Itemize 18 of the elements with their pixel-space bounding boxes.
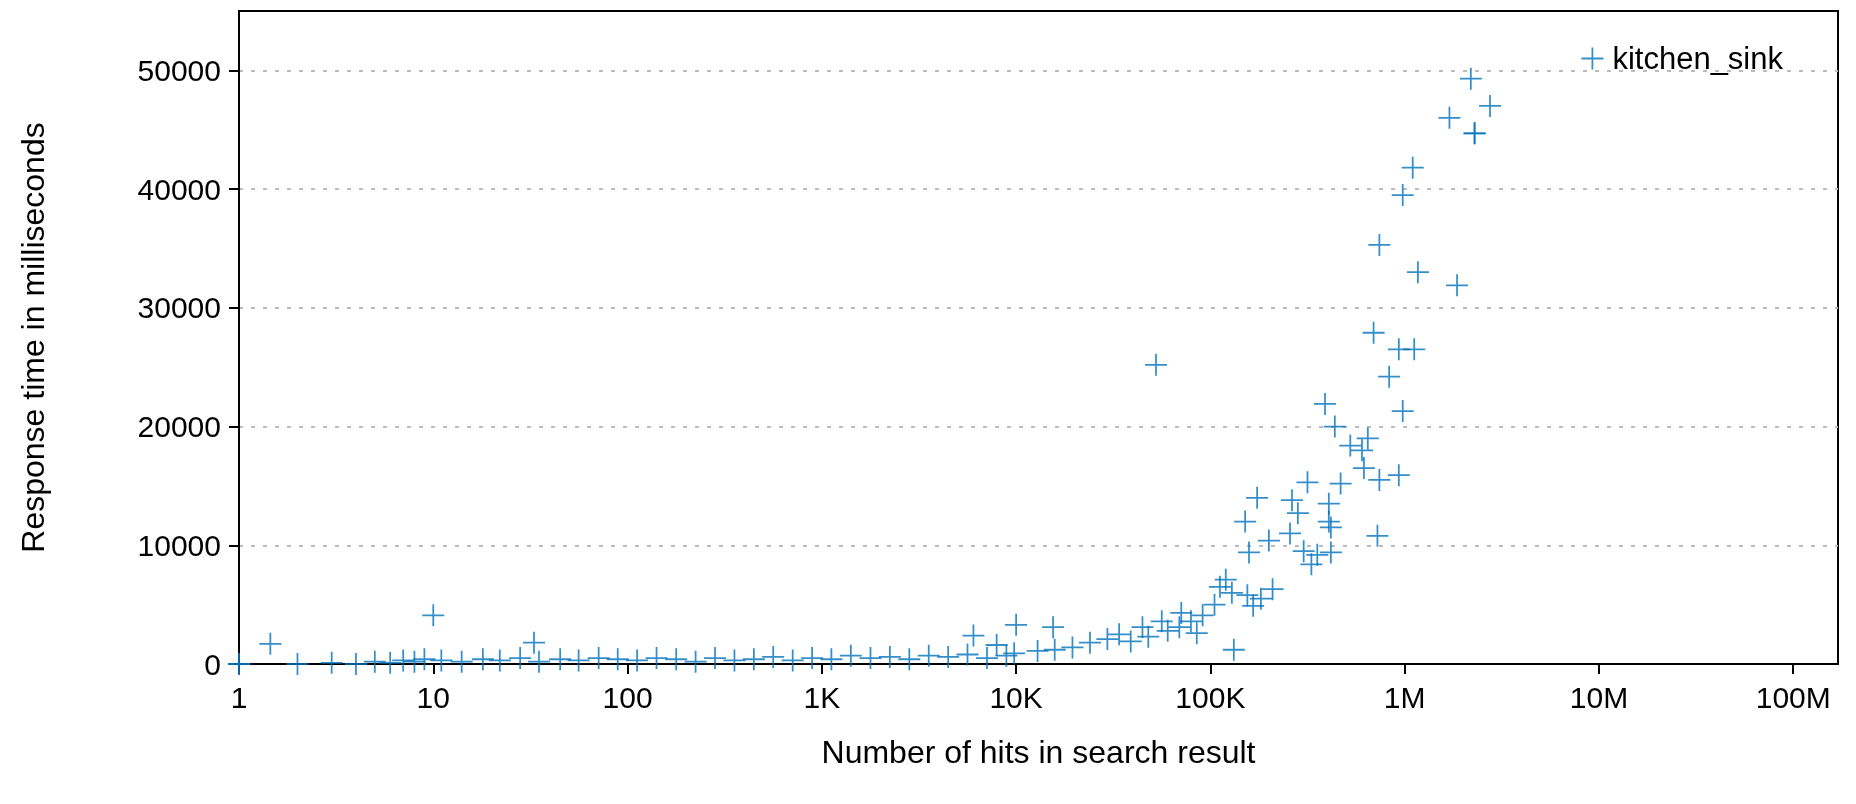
x-tick-label: 1M — [1383, 680, 1426, 714]
legend-label: kitchen_sink — [1612, 41, 1784, 76]
x-tick-label: 100 — [602, 680, 653, 714]
x-tick-label: 10 — [416, 680, 450, 714]
x-axis-title: Number of hits in search result — [821, 734, 1256, 770]
y-tick-label: 50000 — [137, 53, 221, 87]
x-tick-label: 10K — [989, 680, 1043, 714]
y-tick-label: 30000 — [137, 291, 221, 325]
x-tick-label: 10M — [1569, 680, 1629, 714]
y-tick-label: 20000 — [137, 410, 221, 444]
x-tick-label: 100M — [1755, 680, 1831, 714]
y-tick-label: 10000 — [137, 528, 221, 562]
x-tick-label: 100K — [1175, 680, 1246, 714]
y-axis-title: Response time in milliseconds — [15, 122, 51, 553]
y-tick-label: 40000 — [137, 172, 221, 206]
x-tick-label: 1K — [803, 680, 841, 714]
x-tick-label: 1 — [230, 680, 248, 714]
y-tick-label: 0 — [204, 647, 221, 681]
